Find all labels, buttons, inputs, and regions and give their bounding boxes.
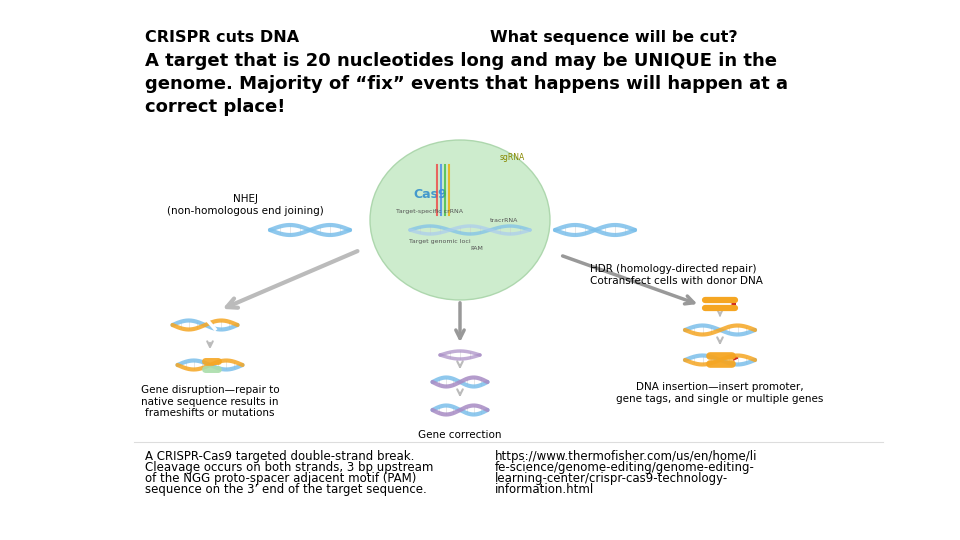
Text: NHEJ
(non-homologous end joining): NHEJ (non-homologous end joining) bbox=[167, 194, 324, 216]
Text: Target genomic loci: Target genomic loci bbox=[409, 240, 470, 245]
Text: HDR (homology-directed repair)
Cotransfect cells with donor DNA: HDR (homology-directed repair) Cotransfe… bbox=[590, 264, 763, 286]
Text: tracrRNA: tracrRNA bbox=[490, 218, 518, 222]
Text: What sequence will be cut?: What sequence will be cut? bbox=[490, 30, 737, 45]
Text: sgRNA: sgRNA bbox=[500, 153, 525, 162]
Text: CRISPR cuts DNA: CRISPR cuts DNA bbox=[145, 30, 300, 45]
Text: learning-center/crispr-cas9-technology-: learning-center/crispr-cas9-technology- bbox=[495, 472, 729, 485]
Text: A target that is 20 nucleotides long and may be UNIQUE in the
genome. Majority o: A target that is 20 nucleotides long and… bbox=[145, 52, 788, 116]
Text: information.html: information.html bbox=[495, 483, 594, 496]
Text: of the NGG proto-spacer adjacent motif (PAM): of the NGG proto-spacer adjacent motif (… bbox=[145, 472, 417, 485]
Text: PAM: PAM bbox=[470, 246, 483, 251]
Text: Cleavage occurs on both strands, 3 bp upstream: Cleavage occurs on both strands, 3 bp up… bbox=[145, 461, 433, 474]
Ellipse shape bbox=[370, 140, 550, 300]
Text: fe-science/genome-editing/genome-editing-: fe-science/genome-editing/genome-editing… bbox=[495, 461, 755, 474]
Text: sequence on the 3’ end of the target sequence.: sequence on the 3’ end of the target seq… bbox=[145, 483, 427, 496]
Text: Cas9: Cas9 bbox=[413, 188, 446, 201]
Text: Gene disruption—repair to
native sequence results in
frameshifts or mutations: Gene disruption—repair to native sequenc… bbox=[141, 385, 279, 418]
Text: DNA insertion—insert promoter,
gene tags, and single or multiple genes: DNA insertion—insert promoter, gene tags… bbox=[616, 382, 824, 403]
Text: A CRISPR-Cas9 targeted double-strand break.: A CRISPR-Cas9 targeted double-strand bre… bbox=[145, 450, 415, 463]
Text: Target-specific crRNA: Target-specific crRNA bbox=[396, 210, 464, 214]
Text: Gene correction: Gene correction bbox=[419, 430, 502, 440]
Text: https://www.thermofisher.com/us/en/home/li: https://www.thermofisher.com/us/en/home/… bbox=[495, 450, 757, 463]
